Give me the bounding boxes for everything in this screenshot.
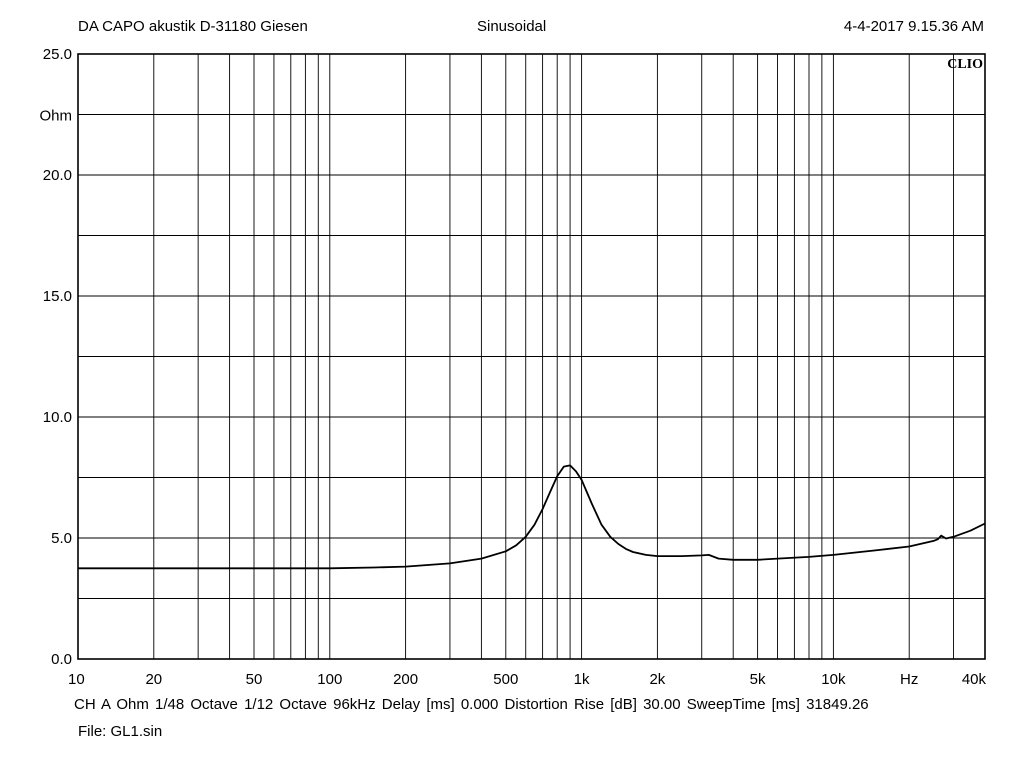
plot-curves bbox=[78, 464, 986, 570]
x-tick-label: 10k bbox=[821, 671, 846, 688]
y-axis-label: Ohm bbox=[39, 108, 72, 125]
y-tick-label: 15.0 bbox=[43, 288, 72, 305]
x-tick-label: 1k bbox=[574, 671, 590, 688]
x-tick-label: 500 bbox=[493, 671, 518, 688]
header-right-timestamp: 4-4-2017 9.15.36 AM bbox=[843, 18, 984, 35]
x-tick-label: 40k bbox=[962, 671, 987, 688]
plot-grid bbox=[78, 54, 985, 659]
y-tick-label: 0.0 bbox=[51, 651, 72, 668]
impedance-curve bbox=[78, 464, 986, 570]
x-tick-label: 10 bbox=[68, 671, 85, 688]
x-tick-label: 50 bbox=[246, 671, 263, 688]
clio-logo: CLIO bbox=[947, 57, 983, 72]
x-axis: 10 20 50 100 200 500 1k 2k 5k 10k 40k Hz bbox=[68, 671, 986, 688]
measurement-parameters: CH A Ohm 1/48 Octave 1/12 Octave 96kHz D… bbox=[74, 696, 869, 713]
header-center-text: Sinusoidal bbox=[477, 18, 547, 35]
y-tick-label: 10.0 bbox=[43, 409, 72, 426]
header-left-text: DA CAPO akustik D-31180 Giesen bbox=[78, 18, 308, 35]
x-tick-label: 20 bbox=[145, 671, 162, 688]
y-tick-label: 20.0 bbox=[43, 167, 72, 184]
y-axis: 0.0 5.0 10.0 15.0 20.0 25.0 bbox=[43, 46, 72, 668]
y-tick-label: 25.0 bbox=[43, 46, 72, 63]
x-axis-unit-label: Hz bbox=[900, 671, 918, 688]
x-tick-label: 100 bbox=[317, 671, 342, 688]
x-tick-label: 200 bbox=[393, 671, 418, 688]
plot-frame bbox=[77, 53, 986, 660]
file-name: File: GL1.sin bbox=[78, 723, 163, 740]
y-tick-label: 5.0 bbox=[51, 530, 72, 547]
x-tick-label: 5k bbox=[750, 671, 766, 688]
x-tick-label: 2k bbox=[649, 671, 665, 688]
